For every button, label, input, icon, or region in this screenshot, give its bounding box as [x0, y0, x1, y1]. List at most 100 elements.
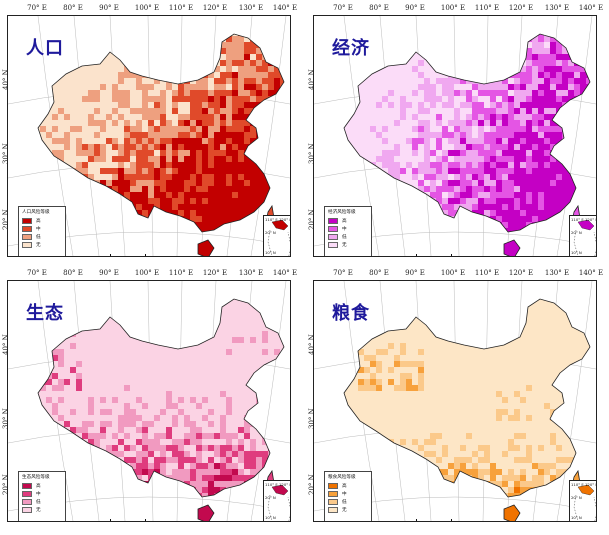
risk-cell: [154, 192, 160, 198]
risk-cell: [94, 132, 100, 138]
risk-cell: [586, 120, 590, 126]
risk-cell: [82, 222, 88, 228]
risk-cell: [574, 162, 580, 168]
risk-cell: [130, 72, 136, 78]
risk-cell: [166, 144, 172, 150]
risk-cell: [448, 198, 454, 204]
risk-cell: [38, 349, 40, 355]
longitude-label: 70° E: [27, 4, 47, 12]
risk-cell: [100, 499, 106, 505]
risk-cell: [106, 192, 112, 198]
risk-cell: [202, 126, 208, 132]
risk-cell: [370, 198, 376, 204]
risk-cell: [592, 174, 596, 180]
risk-cell: [250, 481, 256, 487]
risk-cell: [244, 204, 250, 210]
legend-item: 中: [328, 225, 368, 233]
risk-cell: [244, 192, 250, 198]
risk-cell: [520, 228, 526, 232]
risk-cell: [202, 186, 208, 192]
risk-cell: [466, 234, 472, 240]
risk-cell: [460, 150, 466, 156]
risk-cell: [118, 150, 124, 156]
risk-cell: [424, 108, 430, 114]
risk-cell: [244, 84, 250, 90]
risk-cell: [418, 186, 424, 192]
risk-cell: [178, 132, 184, 138]
risk-cell: [550, 48, 556, 54]
risk-cell: [100, 204, 106, 210]
risk-cell: [514, 126, 520, 132]
risk-cell: [514, 162, 520, 168]
risk-cell: [502, 96, 508, 102]
risk-cell: [580, 72, 586, 78]
risk-cell: [184, 210, 190, 216]
risk-cell: [154, 144, 160, 150]
risk-cell: [394, 198, 400, 204]
risk-cell: [376, 379, 382, 385]
risk-cell: [400, 343, 406, 349]
longitude-label: 100° E: [440, 4, 466, 12]
risk-cell: [526, 216, 532, 222]
risk-cell: [442, 168, 448, 174]
graticule-meridian: [556, 281, 593, 521]
risk-cell: [70, 427, 76, 433]
risk-cell: [556, 144, 562, 150]
risk-cell: [196, 150, 202, 156]
risk-cell: [490, 126, 496, 132]
risk-cell: [244, 66, 250, 72]
risk-cell: [232, 481, 238, 487]
risk-cell: [286, 144, 290, 150]
risk-cell: [508, 192, 514, 198]
risk-cell: [490, 114, 496, 120]
risk-cell: [520, 132, 526, 138]
risk-cell: [520, 475, 526, 481]
risk-cell: [52, 457, 58, 463]
risk-cell: [430, 433, 436, 439]
risk-cell: [250, 204, 256, 210]
risk-cell: [550, 84, 556, 90]
risk-cell: [244, 90, 250, 96]
risk-cell: [184, 126, 190, 132]
risk-cell: [196, 108, 202, 114]
risk-cell: [508, 198, 514, 204]
risk-cell: [544, 78, 550, 84]
legend-label: 无: [36, 243, 41, 248]
risk-cell: [202, 234, 208, 240]
legend-item: 无: [328, 241, 368, 249]
risk-cell: [238, 120, 244, 126]
risk-cell: [490, 162, 496, 168]
risk-cell: [118, 72, 124, 78]
risk-cell: [238, 499, 244, 505]
risk-cell: [166, 391, 172, 397]
risk-cell: [256, 451, 262, 457]
risk-cell: [574, 90, 580, 96]
risk-cell: [268, 120, 274, 126]
risk-cell: [478, 150, 484, 156]
risk-cell: [112, 469, 118, 475]
risk-cell: [214, 451, 220, 457]
risk-cell: [178, 499, 184, 505]
risk-cell: [592, 463, 596, 469]
risk-cell: [502, 60, 508, 66]
risk-cell: [184, 192, 190, 198]
risk-cell: [418, 162, 424, 168]
risk-cell: [148, 96, 154, 102]
risk-cell: [70, 457, 76, 463]
risk-cell: [64, 192, 70, 198]
risk-cell: [88, 90, 94, 96]
risk-cell: [508, 34, 514, 36]
risk-cell: [100, 156, 106, 162]
risk-cell: [214, 102, 220, 108]
risk-cell: [580, 156, 586, 162]
risk-cell: [250, 90, 256, 96]
risk-cell: [190, 198, 196, 204]
risk-cell: [502, 114, 508, 120]
risk-cell: [130, 174, 136, 180]
risk-cell: [112, 138, 118, 144]
risk-cell: [106, 445, 112, 451]
risk-cell: [286, 42, 290, 48]
risk-cell: [196, 463, 202, 469]
risk-cell: [148, 168, 154, 174]
risk-cell: [520, 204, 526, 210]
